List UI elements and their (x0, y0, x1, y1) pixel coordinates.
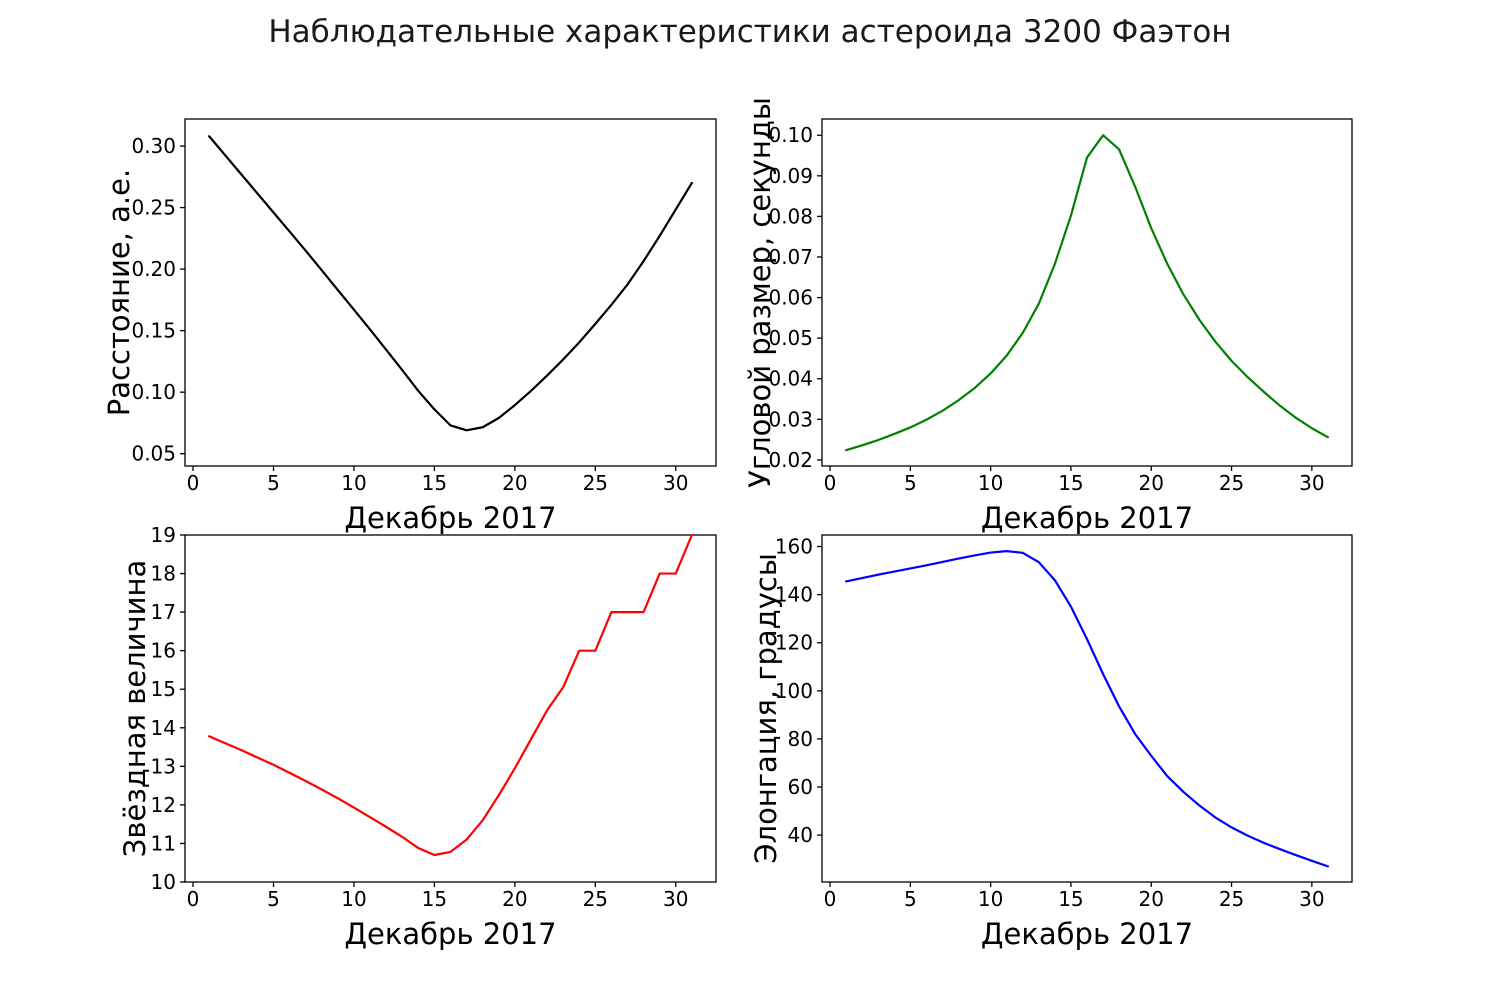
y-tick-label: 0.10 (131, 380, 176, 404)
x-tick-label: 5 (267, 887, 280, 911)
x-tick-label: 25 (1219, 887, 1244, 911)
magnitude-line (208, 533, 693, 857)
y-tick-label: 15 (151, 677, 176, 701)
x-tick-label: 25 (1219, 471, 1244, 495)
y-tick-label: 19 (151, 523, 176, 547)
x-axis-label: Декабрь 2017 (344, 917, 556, 951)
y-tick-label: 0.02 (768, 448, 813, 472)
x-tick-label: 20 (502, 887, 527, 911)
x-tick-label: 0 (824, 887, 837, 911)
x-tick-label: 10 (978, 471, 1003, 495)
x-tick-label: 20 (1139, 471, 1164, 495)
distance-line (208, 135, 693, 432)
y-tick-label: 0.25 (131, 196, 176, 220)
y-tick-label: 60 (788, 775, 813, 799)
x-tick-label: 15 (1058, 471, 1083, 495)
x-tick-label: 0 (187, 471, 200, 495)
elongation-line (844, 550, 1330, 868)
x-tick-label: 0 (824, 471, 837, 495)
figure-title: Наблюдательные характеристики астероида … (268, 14, 1232, 50)
x-tick-label: 10 (341, 471, 366, 495)
x-tick-label: 20 (1139, 887, 1164, 911)
y-tick-label: 0.06 (768, 286, 813, 310)
x-tick-label: 15 (422, 471, 447, 495)
x-tick-label: 15 (422, 887, 447, 911)
x-tick-label: 30 (663, 887, 688, 911)
x-axis-label: Декабрь 2017 (981, 501, 1193, 535)
y-tick-label: 0.10 (768, 123, 813, 147)
y-tick-label: 11 (151, 831, 176, 855)
x-tick-label: 5 (904, 471, 917, 495)
y-tick-label: 18 (151, 562, 176, 586)
y-tick-label: 17 (151, 600, 176, 624)
x-tick-label: 20 (502, 471, 527, 495)
subplot-elongation: 0 5 10 15 20 25 30 40 60 80 100 120 140 160 Декабрь 20… (749, 534, 1353, 951)
y-tick-label: 0.05 (768, 326, 813, 350)
y-tick-label: 160 (775, 535, 813, 559)
x-tick-label: 25 (583, 887, 608, 911)
y-tick-label: 10 (151, 870, 176, 894)
x-tick-label: 10 (978, 887, 1003, 911)
subplot-angular-size: 0 5 10 15 20 25 30 0.02 0.03 0.04 0.05 0.06 0.07 0.08… (743, 97, 1353, 535)
x-tick-label: 25 (583, 471, 608, 495)
angular-size-line (844, 134, 1330, 452)
y-tick-label: 0.03 (768, 407, 813, 431)
y-tick-label: 0.04 (768, 367, 813, 391)
x-tick-label: 5 (267, 471, 280, 495)
x-tick-label: 30 (1299, 471, 1324, 495)
y-tick-label: 0.30 (131, 134, 176, 158)
y-tick-label: 0.05 (131, 442, 176, 466)
x-tick-label: 5 (904, 887, 917, 911)
y-tick-label: 12 (151, 793, 176, 817)
y-axis-label: Расстояние, а.е. (102, 169, 136, 416)
y-tick-label: 120 (775, 631, 813, 655)
axes-spines (184, 118, 717, 467)
x-tick-label: 0 (187, 887, 200, 911)
y-tick-label: 16 (151, 639, 176, 663)
y-axis-label: Угловой размер, секунды (743, 97, 777, 488)
y-tick-label: 14 (151, 716, 176, 740)
subplot-magnitude: 0 5 10 15 20 25 30 10 11 12 13 14 15 16 17 18 19 Декабрь … (118, 523, 717, 951)
y-tick-label: 80 (788, 727, 813, 751)
axes-spines (821, 118, 1353, 467)
axes-spines (184, 534, 717, 883)
y-axis-label: Элонгация, градусы (749, 553, 783, 863)
y-tick-label: 100 (775, 679, 813, 703)
y-tick-label: 0.20 (131, 257, 176, 281)
axes-spines (821, 534, 1353, 883)
y-axis-label: Звёздная величина (118, 560, 152, 857)
y-tick-label: 0.09 (768, 164, 813, 188)
x-axis-label: Декабрь 2017 (344, 501, 556, 535)
y-tick-label: 0.08 (768, 204, 813, 228)
subplot-distance: 0 5 10 15 20 25 30 0.05 0.10 0.15 0.20 0.25 0.30 Дека… (102, 118, 717, 535)
x-tick-label: 30 (663, 471, 688, 495)
x-tick-label: 30 (1299, 887, 1324, 911)
y-tick-label: 0.07 (768, 245, 813, 269)
y-tick-label: 140 (775, 583, 813, 607)
x-axis-label: Декабрь 2017 (981, 917, 1193, 951)
y-tick-label: 13 (151, 754, 176, 778)
y-tick-label: 0.15 (131, 319, 176, 343)
y-tick-label: 40 (788, 823, 813, 847)
x-tick-label: 15 (1058, 887, 1083, 911)
x-tick-label: 10 (341, 887, 366, 911)
